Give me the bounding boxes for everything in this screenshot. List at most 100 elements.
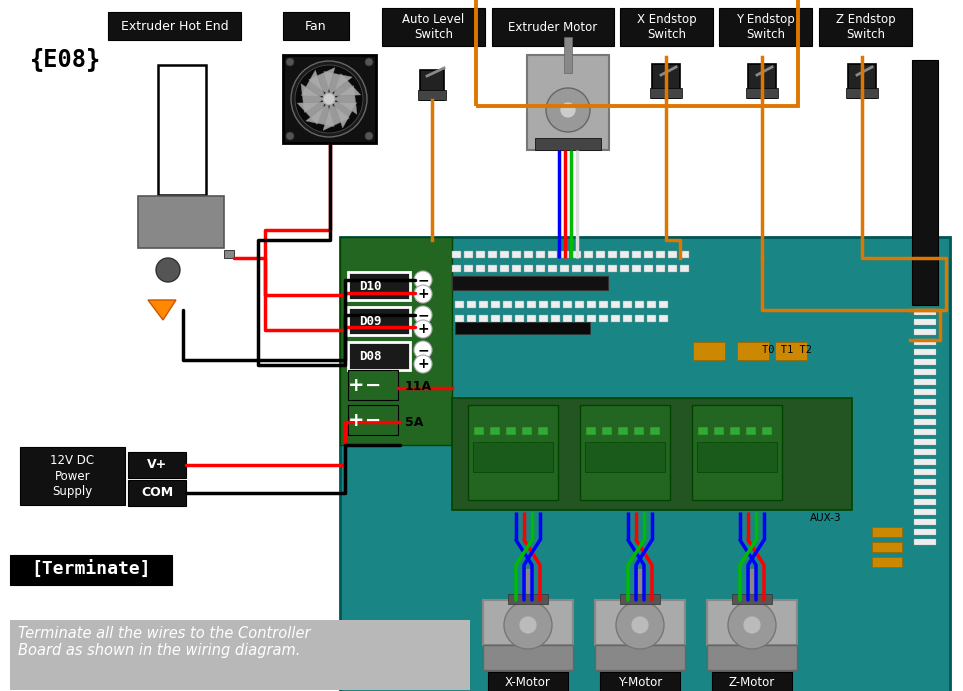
Polygon shape (148, 300, 176, 320)
Circle shape (295, 65, 363, 133)
Bar (455, 322, 590, 334)
Bar (575, 301, 584, 308)
Bar (348, 405, 398, 435)
Circle shape (616, 601, 664, 649)
Polygon shape (300, 84, 324, 113)
Text: +: + (348, 410, 364, 430)
Bar (914, 449, 936, 455)
Bar (492, 8, 614, 46)
Bar (762, 442, 772, 450)
Bar (914, 319, 936, 325)
Text: V+: V+ (147, 459, 168, 471)
Bar (620, 265, 629, 272)
Bar (515, 315, 524, 322)
Bar (599, 301, 608, 308)
Bar (914, 309, 936, 315)
Bar (846, 88, 878, 98)
Bar (914, 379, 936, 385)
Circle shape (414, 341, 432, 359)
Bar (551, 315, 560, 322)
Bar (914, 399, 936, 405)
Bar (10, 620, 470, 690)
Bar (737, 342, 769, 360)
Bar (762, 427, 772, 435)
Bar (515, 301, 524, 308)
Text: +: + (417, 287, 429, 301)
Bar (536, 251, 545, 258)
Bar (512, 265, 521, 272)
Circle shape (414, 285, 432, 303)
Bar (644, 265, 653, 272)
Bar (719, 8, 812, 46)
Bar (483, 645, 573, 670)
Circle shape (414, 355, 432, 373)
Polygon shape (333, 102, 356, 128)
Bar (714, 442, 724, 450)
Bar (748, 64, 776, 98)
Bar (650, 427, 660, 435)
Circle shape (286, 58, 294, 66)
Bar (348, 370, 398, 400)
Bar (635, 315, 644, 322)
Bar (508, 594, 548, 604)
Circle shape (546, 88, 590, 132)
Bar (348, 272, 410, 300)
Circle shape (519, 616, 537, 634)
Bar (620, 594, 660, 604)
Bar (551, 301, 560, 308)
Bar (452, 265, 461, 272)
Polygon shape (308, 68, 335, 94)
Text: {E08}: {E08} (30, 47, 101, 71)
Bar (623, 315, 632, 322)
Bar (914, 479, 936, 485)
Text: −: − (417, 343, 429, 357)
Bar (491, 315, 500, 322)
Bar (452, 276, 608, 290)
Bar (746, 427, 756, 435)
Bar (914, 469, 936, 475)
Bar (914, 519, 936, 525)
Bar (596, 265, 605, 272)
Bar (491, 301, 500, 308)
Bar (464, 251, 473, 258)
Bar (914, 369, 936, 375)
Bar (914, 439, 936, 445)
Bar (474, 442, 484, 450)
Bar (652, 64, 680, 98)
Bar (539, 301, 548, 308)
Bar (732, 594, 772, 604)
Bar (548, 265, 557, 272)
Circle shape (365, 58, 373, 66)
Bar (564, 37, 572, 73)
Bar (656, 251, 665, 258)
Bar (848, 64, 876, 98)
Text: Y-Motor: Y-Motor (618, 676, 663, 688)
Circle shape (286, 132, 294, 140)
Bar (746, 88, 778, 98)
Bar (527, 315, 536, 322)
Text: T0 T1 T2: T0 T1 T2 (762, 345, 812, 355)
Bar (659, 315, 668, 322)
Bar (623, 301, 632, 308)
Text: Z-Motor: Z-Motor (729, 676, 775, 688)
Bar (914, 539, 936, 545)
Bar (914, 339, 936, 345)
Bar (560, 265, 569, 272)
Bar (503, 315, 512, 322)
Text: −: − (417, 308, 429, 322)
Bar (819, 8, 912, 46)
Polygon shape (298, 102, 325, 124)
Bar (914, 429, 936, 435)
Bar (650, 88, 682, 98)
Bar (536, 265, 545, 272)
Bar (476, 265, 485, 272)
Bar (746, 442, 756, 450)
Text: Extruder Motor: Extruder Motor (508, 21, 598, 33)
Bar (693, 342, 725, 360)
Circle shape (631, 616, 649, 634)
Bar (707, 645, 797, 670)
Bar (563, 301, 572, 308)
Bar (608, 251, 617, 258)
Bar (158, 65, 206, 195)
Text: COM: COM (141, 486, 173, 500)
